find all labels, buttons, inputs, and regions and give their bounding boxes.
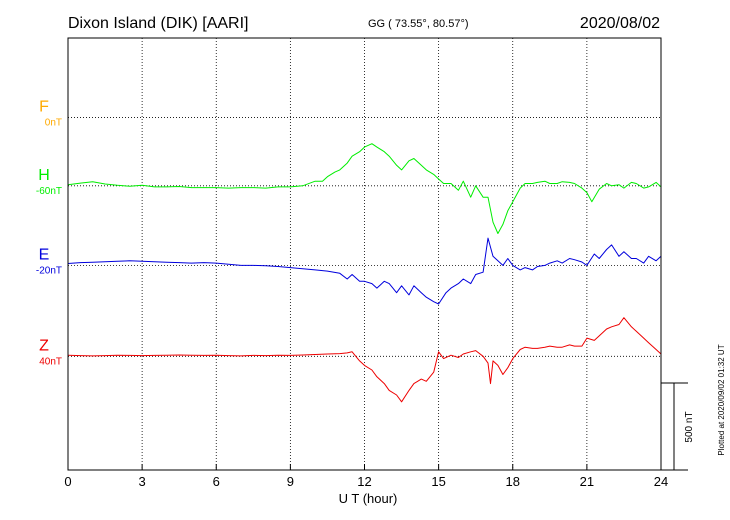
- channel-offset-f: 0nT: [45, 118, 62, 129]
- x-tick-label: 12: [357, 474, 371, 489]
- x-tick-label: 6: [213, 474, 220, 489]
- series-h: [67, 143, 662, 234]
- channel-label-f: F: [39, 99, 49, 116]
- x-axis-ticks: 0 3 6 9 12 15 18 21 24: [64, 464, 668, 489]
- station-title: Dixon Island (DIK) [AARI]: [68, 15, 249, 32]
- plotted-note: Plotted at 2020/09/02 01:32 UT: [717, 344, 726, 455]
- scale-bar-label: 500 nT: [684, 411, 695, 442]
- x-tick-label: 24: [654, 474, 668, 489]
- channel-labels: F 0nT H -60nT E -20nT Z 40nT: [36, 99, 62, 368]
- series-e: [67, 237, 662, 305]
- x-tick-label: 3: [139, 474, 146, 489]
- date-label: 2020/08/02: [580, 15, 660, 32]
- channel-offset-z: 40nT: [39, 356, 62, 367]
- x-tick-label: 15: [431, 474, 445, 489]
- channel-offset-e: -20nT: [36, 265, 62, 276]
- x-tick-label: 21: [580, 474, 594, 489]
- channel-offset-h: -60nT: [36, 186, 62, 197]
- x-tick-label: 9: [287, 474, 294, 489]
- x-axis-label: U T (hour): [339, 491, 398, 506]
- series-group: [67, 143, 662, 403]
- coordinates-label: GG ( 73.55°, 80.57°): [368, 18, 469, 30]
- x-tick-label: 18: [506, 474, 520, 489]
- series-z: [67, 317, 662, 403]
- channel-label-h: H: [38, 167, 50, 184]
- x-tick-label: 0: [64, 474, 71, 489]
- channel-label-z: Z: [39, 337, 49, 354]
- scale-bar: 500 nT: [661, 382, 695, 471]
- channel-label-e: E: [39, 246, 50, 263]
- grid: [68, 38, 661, 470]
